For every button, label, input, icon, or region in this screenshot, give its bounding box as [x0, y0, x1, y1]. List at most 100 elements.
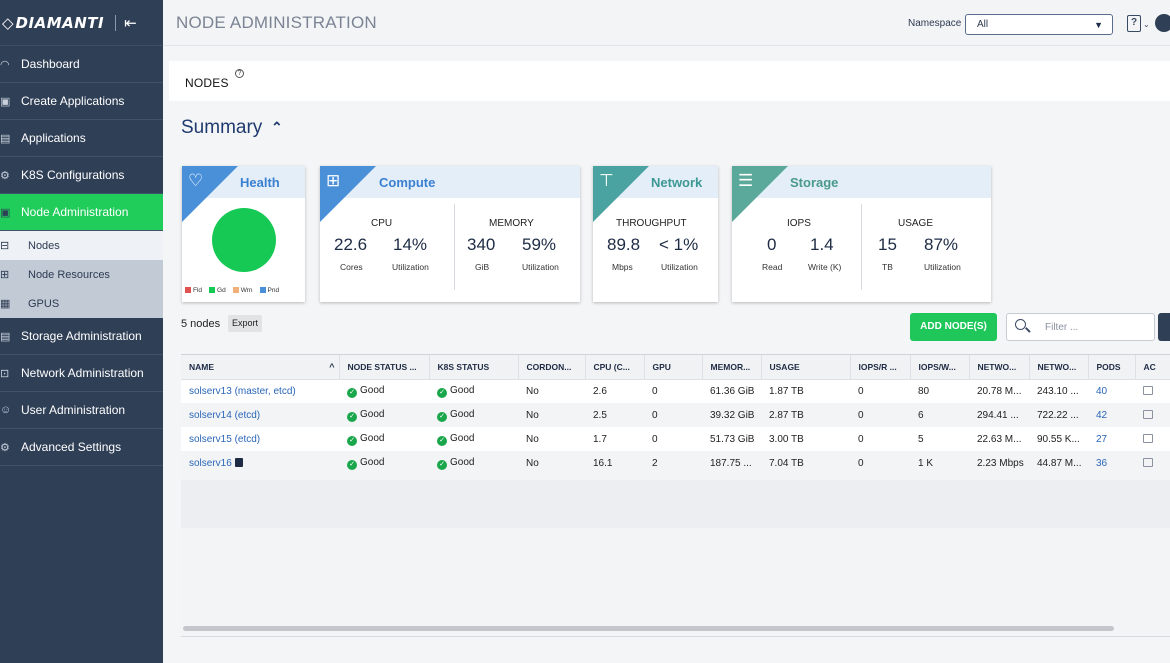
node-count: 5 nodes [181, 318, 221, 330]
column-header-gpu[interactable]: GPU [644, 355, 703, 380]
diamanti-logo-icon: ◇ [2, 14, 14, 32]
node-name-link[interactable]: solserv16 [189, 457, 232, 469]
cpu-cell: 1.7 [585, 427, 644, 451]
applications-icon: ▤ [0, 132, 11, 145]
k8s-status-cell: ✓ Good [429, 403, 518, 427]
sidebar-item-label: Storage Administration [21, 329, 142, 343]
node-name-link[interactable]: solserv15 (etcd) [181, 427, 339, 451]
sidebar-item-node-administration[interactable]: ▣ Node Administration [0, 194, 163, 231]
memory-value: 340 [467, 235, 496, 254]
node-name-link[interactable]: solserv14 (etcd) [181, 403, 339, 427]
collapse-sidebar-icon[interactable]: ⇤ [124, 14, 137, 32]
gpu-cell: 2 [644, 451, 702, 475]
storage-title: Storage [790, 175, 839, 190]
health-card: ♡ Health Fld Gd Wrn Pnd [182, 166, 305, 302]
sidebar: ◇ DIAMANTI ⇤ ◠ Dashboard ▣ Create Applic… [0, 0, 163, 663]
storage-card: ☰ Storage IOPS 0 Read 1.4 Write (K) USAG… [732, 166, 991, 302]
node-name-cell[interactable]: solserv16 [181, 451, 339, 475]
add-nodes-button[interactable]: ADD NODE(S) [910, 313, 997, 341]
iops-write-cell: 6 [910, 403, 969, 427]
terminal-icon[interactable] [1143, 433, 1153, 443]
compute-title: Compute [379, 175, 436, 190]
pods-link[interactable]: 36 [1088, 451, 1135, 475]
terminal-icon[interactable] [1143, 457, 1153, 467]
nodes-table-grid: NAME ^ NODE STATUS ... K8S STATUS CORDON.… [181, 355, 1170, 475]
column-header-pods[interactable]: PODS [1088, 355, 1136, 380]
check-circle-icon: ✓ [437, 435, 447, 446]
gpu-cell: 0 [644, 379, 702, 403]
node-status-cell: ✓ Good [339, 451, 429, 475]
legend-good: Gd [209, 287, 226, 294]
column-header-node-status[interactable]: NODE STATUS ... [339, 355, 430, 380]
terminal-icon[interactable] [1143, 385, 1153, 395]
sidebar-item-label: Advanced Settings [21, 440, 122, 454]
sidebar-item-k8s-configurations[interactable]: ⚙ K8S Configurations [0, 157, 163, 194]
status-text: Good [360, 408, 385, 420]
actions-cell [1135, 451, 1170, 475]
cpu-label: CPU [371, 218, 393, 229]
column-header-usage[interactable]: USAGE [761, 355, 851, 380]
user-avatar[interactable] [1155, 14, 1170, 32]
table-row[interactable]: solserv14 (etcd) ✓ Good ✓ Good No 2.5 0 39… [181, 403, 1170, 427]
cpu-chip-icon: ⊞ [326, 171, 341, 190]
sort-ascending-icon[interactable]: ^ [329, 361, 335, 372]
help-icon[interactable]: ? [1127, 15, 1141, 32]
horizontal-scrollbar[interactable] [183, 626, 1114, 631]
status-text: Good [450, 384, 475, 396]
usage-unit: TB [882, 262, 893, 272]
table-row[interactable]: solserv15 (etcd) ✓ Good ✓ Good No 1.7 0 51… [181, 427, 1170, 451]
table-row[interactable]: solserv16 ✓ Good ✓ Good No 16.1 2 187.75 .… [181, 451, 1170, 475]
cordon-cell: No [518, 403, 585, 427]
column-header-cpu[interactable]: CPU (C... [585, 355, 645, 380]
sidebar-item-dashboard[interactable]: ◠ Dashboard [0, 46, 163, 83]
pods-link[interactable]: 42 [1088, 403, 1135, 427]
column-header-actions[interactable]: AC [1135, 355, 1170, 380]
sidebar-item-storage-administration[interactable]: ▤ Storage Administration [0, 318, 163, 355]
sidebar-item-label: Applications [21, 131, 86, 145]
sidebar-subitem-node-resources[interactable]: ⊞ Node Resources [0, 260, 163, 289]
usage-value: 15 [878, 235, 897, 254]
sidebar-item-applications[interactable]: ▤ Applications [0, 120, 163, 157]
nodes-help-icon[interactable]: ? [235, 69, 244, 78]
sidebar-subitem-label: Nodes [28, 239, 60, 252]
user-icon: ☺ [0, 404, 12, 416]
settings-icon: ⚙ [0, 441, 10, 454]
iops-write-cell: 1 K [910, 451, 969, 475]
sidebar-subitem-nodes[interactable]: ⊟ Nodes [0, 231, 163, 260]
page-title: NODE ADMINISTRATION [176, 12, 377, 32]
sidebar-subitem-gpus[interactable]: ▦ GPUS [0, 289, 163, 318]
columns-toggle-button[interactable] [1158, 313, 1170, 341]
pods-link[interactable]: 27 [1088, 427, 1135, 451]
pods-link[interactable]: 40 [1088, 379, 1135, 403]
usage-cell: 1.87 TB [761, 379, 850, 403]
filter-input[interactable]: Filter ... [1006, 313, 1155, 341]
memory-cell: 39.32 GiB [702, 403, 761, 427]
column-header-k8s-status[interactable]: K8S STATUS [429, 355, 519, 380]
throughput-value: 89.8 [607, 235, 641, 254]
throughput-label: THROUGHPUT [616, 218, 687, 229]
column-header-name[interactable]: NAME ^ [181, 355, 340, 380]
legend-pending: Pnd [259, 287, 279, 294]
help-chevron-down-icon[interactable]: ⌄ [1143, 20, 1150, 29]
brand-logo: DIAMANTI [15, 13, 105, 32]
collapse-summary-icon[interactable]: ⌃ [271, 119, 283, 135]
sidebar-item-network-administration[interactable]: ⊡ Network Administration [0, 355, 163, 392]
actions-cell [1135, 427, 1170, 451]
column-header-iops-write[interactable]: IOPS/W... [910, 355, 970, 380]
column-header-cordoned[interactable]: CORDON... [518, 355, 586, 380]
column-header-memory[interactable]: MEMOR... [702, 355, 762, 380]
namespace-select[interactable]: All ▼ [965, 14, 1113, 35]
cpu-cell: 16.1 [585, 451, 644, 475]
column-header-network-in[interactable]: NETWO... [969, 355, 1030, 380]
node-status-cell: ✓ Good [339, 379, 429, 403]
sidebar-item-user-administration[interactable]: ☺ User Administration [0, 392, 163, 429]
node-name-link[interactable]: solserv13 (master, etcd) [181, 379, 339, 403]
column-header-network-out[interactable]: NETWO... [1029, 355, 1089, 380]
main-content: NODES ? Summary ⌃ ♡ Health Fld Gd Wrn Pn… [163, 47, 1170, 663]
sidebar-item-advanced-settings[interactable]: ⚙ Advanced Settings [0, 429, 163, 466]
export-button[interactable]: Export [228, 315, 263, 332]
terminal-icon[interactable] [1143, 409, 1153, 419]
table-row[interactable]: solserv13 (master, etcd) ✓ Good ✓ Good No … [181, 379, 1170, 403]
sidebar-item-create-applications[interactable]: ▣ Create Applications [0, 83, 163, 120]
column-header-iops-read[interactable]: IOPS/R ... [850, 355, 911, 380]
